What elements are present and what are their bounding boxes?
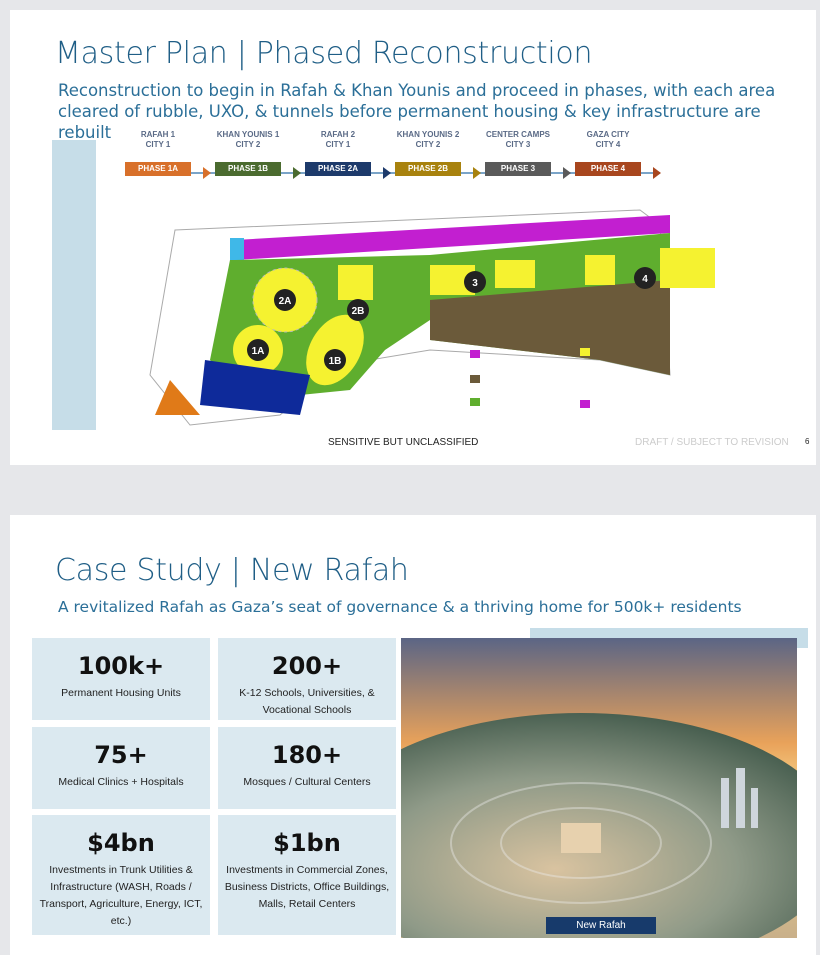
classification-footer: SENSITIVE BUT UNCLASSIFIED <box>328 437 479 448</box>
stat-value: $4bn <box>87 829 155 857</box>
phase-badge: PHASE 3 <box>485 162 551 176</box>
timeline-arrow-icon <box>383 167 391 179</box>
stat-value: 200+ <box>271 652 343 680</box>
phase-area: GAZA CITY <box>586 130 630 139</box>
phase-city: CITY 1 <box>145 140 171 149</box>
stat-value: $1bn <box>273 829 341 857</box>
new-rafah-rendering: New Rafah <box>401 638 797 938</box>
draft-footer: DRAFT / SUBJECT TO REVISION <box>635 437 789 448</box>
timeline-arrow-icon <box>563 167 571 179</box>
slide-title: Master Plan | Phased Reconstruction <box>55 36 593 71</box>
stat-description: Investments in Commercial Zones, Busines… <box>224 864 390 910</box>
slide-master-plan: Master Plan | Phased Reconstruction Reco… <box>10 10 816 465</box>
svg-text:3: 3 <box>472 278 478 289</box>
phase-3: KHAN YOUNIS 2 CITY 2 PHASE 2B <box>383 130 473 176</box>
industrial-zone <box>430 280 670 375</box>
map-marker-1A: 1A <box>247 339 269 361</box>
phase-area: KHAN YOUNIS 2 <box>396 130 460 139</box>
svg-text:1A: 1A <box>252 346 265 357</box>
slide-case-study: Case Study | New Rafah A revitalized Raf… <box>10 515 816 955</box>
phase-0: RAFAH 1 CITY 1 PHASE 1A <box>113 130 203 176</box>
phase-5: GAZA CITY CITY 4 PHASE 4 <box>563 130 653 176</box>
stat-value: 75+ <box>94 741 148 769</box>
logistics-zone <box>200 360 310 415</box>
phase-badge: PHASE 4 <box>575 162 641 176</box>
stat-card: $4bn Investments in Trunk Utilities & Inf… <box>32 815 210 935</box>
phase-city: CITY 1 <box>325 140 351 149</box>
stat-card: 200+ K-12 Schools, Universities, & Vocati… <box>218 638 396 720</box>
svg-text:4: 4 <box>642 274 648 285</box>
phase-area-label: RAFAH 2 CITY 1 <box>293 130 383 152</box>
master-plan-map: 1A 1B 2A 2B 3 4 <box>149 209 715 426</box>
stat-value: 180+ <box>271 741 343 769</box>
stat-description: Investments in Trunk Utilities & Infrast… <box>39 864 203 927</box>
map-marker-2A: 2A <box>274 289 296 311</box>
phase-badge: PHASE 1A <box>125 162 191 176</box>
stat-description: K-12 Schools, Universities, & Vocational… <box>239 687 375 716</box>
page-number: 6 <box>805 437 810 446</box>
phase-area-label: KHAN YOUNIS 2 CITY 2 <box>383 130 473 152</box>
svg-text:1B: 1B <box>329 356 342 367</box>
phase-city: CITY 3 <box>505 140 531 149</box>
phase-2: RAFAH 2 CITY 1 PHASE 2A <box>293 130 383 176</box>
phase-area: RAFAH 1 <box>140 130 176 139</box>
stat-description: Medical Clinics + Hospitals <box>58 776 184 788</box>
phase-1: KHAN YOUNIS 1 CITY 2 PHASE 1B <box>203 130 293 176</box>
svg-text:2B: 2B <box>352 306 365 317</box>
phase-city: CITY 4 <box>595 140 621 149</box>
slide-title: Case Study | New Rafah <box>55 553 409 588</box>
phase-area: RAFAH 2 <box>320 130 356 139</box>
image-caption: New Rafah <box>546 917 656 934</box>
phase-4: CENTER CAMPS CITY 3 PHASE 3 <box>473 130 563 176</box>
phase-area-label: KHAN YOUNIS 1 CITY 2 <box>203 130 293 152</box>
phase-badge: PHASE 2A <box>305 162 371 176</box>
decorative-sidebar <box>52 140 96 430</box>
phase-badge: PHASE 1B <box>215 162 281 176</box>
phase-area-label: GAZA CITY CITY 4 <box>563 130 653 152</box>
slide-subtitle-line1: Reconstruction to begin in Rafah & Khan … <box>58 81 776 100</box>
stat-card: 100k+ Permanent Housing Units <box>32 638 210 720</box>
phase-area-label: CENTER CAMPS CITY 3 <box>473 130 563 152</box>
phase-area: CENTER CAMPS <box>485 130 550 139</box>
timeline-arrow-icon <box>473 167 481 179</box>
slide-subtitle: A revitalized Rafah as Gaza’s seat of go… <box>58 598 742 616</box>
timeline-arrow-icon <box>293 167 301 179</box>
phase-area-label: RAFAH 1 CITY 1 <box>113 130 203 152</box>
stat-card: 75+ Medical Clinics + Hospitals <box>32 727 210 809</box>
stat-description: Permanent Housing Units <box>61 687 181 699</box>
phase-city: CITY 2 <box>235 140 261 149</box>
phase-city: CITY 2 <box>415 140 441 149</box>
map-marker-3: 3 <box>464 271 486 293</box>
stat-description: Mosques / Cultural Centers <box>243 776 371 788</box>
stat-card: $1bn Investments in Commercial Zones, Bus… <box>218 815 396 935</box>
slide-subtitle-line2: cleared of rubble, UXO, & tunnels before… <box>58 102 761 142</box>
svg-text:2A: 2A <box>279 296 292 307</box>
port <box>230 238 244 260</box>
map-marker-2B: 2B <box>347 299 369 321</box>
stat-value: 100k+ <box>77 652 165 680</box>
map-marker-1B: 1B <box>324 349 346 371</box>
coastal-zone <box>235 215 670 260</box>
phase-area: KHAN YOUNIS 1 <box>216 130 280 139</box>
timeline-arrow-icon <box>203 167 211 179</box>
crossing-zone <box>155 380 200 415</box>
phase-badge: PHASE 2B <box>395 162 461 176</box>
timeline-arrow-icon <box>653 167 661 179</box>
map-marker-4: 4 <box>634 267 656 289</box>
stat-card: 180+ Mosques / Cultural Centers <box>218 727 396 809</box>
